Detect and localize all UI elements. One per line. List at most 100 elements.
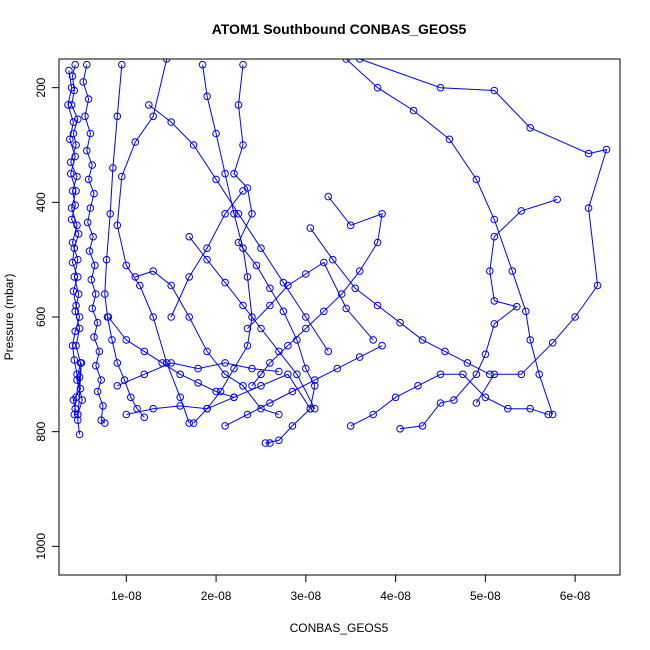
data-point: [517, 370, 526, 379]
data-point: [293, 370, 301, 379]
data-point: [185, 313, 193, 321]
data-point: [266, 439, 274, 447]
series-line-5: [193, 64, 253, 424]
plot-area: [64, 59, 611, 447]
data-point: [275, 410, 283, 419]
y-tick-label: 1000: [34, 533, 48, 560]
data-point: [535, 370, 544, 379]
series-line-17: [108, 316, 235, 398]
data-point: [212, 175, 220, 184]
data-point: [239, 60, 247, 69]
data-point: [136, 281, 144, 290]
data-point: [78, 396, 87, 404]
series-line-1: [82, 64, 106, 424]
data-point: [84, 95, 93, 103]
data-point: [203, 347, 211, 356]
series-line-7: [345, 59, 554, 415]
x-tick-label: 6e-08: [560, 589, 591, 603]
data-point: [176, 393, 184, 402]
data-point: [355, 59, 364, 63]
data-point: [243, 341, 252, 350]
data-point: [517, 207, 526, 215]
data-point: [70, 356, 79, 364]
data-point: [418, 422, 427, 430]
series-line-19: [126, 373, 311, 415]
data-point: [221, 370, 229, 379]
series-line-8: [359, 59, 608, 404]
data-point: [69, 118, 78, 126]
data-point: [88, 304, 96, 313]
data-point: [261, 439, 270, 447]
data-point: [346, 221, 355, 230]
data-point: [239, 187, 247, 195]
data-point: [324, 192, 333, 201]
data-point: [65, 66, 73, 75]
series-line-15: [188, 236, 316, 409]
x-tick-label: 3e-08: [290, 589, 321, 603]
data-point: [113, 359, 122, 367]
chart-title: ATOM1 Southbound CONBAS_GEOS5: [212, 21, 467, 37]
data-point: [306, 404, 315, 413]
data-point: [145, 101, 153, 109]
data-point: [257, 382, 265, 390]
data-point: [79, 78, 87, 86]
data-point: [490, 215, 499, 224]
data-point: [76, 359, 85, 367]
y-axis: 200 400 600 800 1000: [34, 77, 59, 560]
data-point: [490, 370, 499, 379]
series-line-21: [247, 261, 374, 341]
data-point: [302, 324, 310, 333]
data-point: [252, 261, 261, 270]
data-point: [337, 290, 346, 298]
data-point: [257, 324, 265, 333]
data-point: [486, 267, 494, 275]
data-point: [67, 204, 76, 212]
data-point: [64, 101, 72, 109]
data-point: [239, 382, 247, 390]
data-point: [311, 404, 319, 413]
data-point: [167, 313, 175, 321]
data-point: [369, 336, 378, 344]
data-point: [351, 284, 360, 293]
data-point: [83, 60, 91, 69]
data-point: [104, 313, 113, 321]
data-point: [71, 307, 79, 316]
data-point: [167, 359, 175, 367]
series-line-12: [148, 104, 329, 352]
data-point: [279, 307, 288, 316]
data-point: [342, 304, 351, 313]
data-point: [99, 402, 107, 410]
data-point: [481, 393, 490, 402]
data-point: [257, 244, 265, 252]
data-point: [93, 387, 102, 396]
data-point: [140, 370, 149, 379]
data-point: [167, 118, 175, 126]
data-point: [176, 402, 184, 410]
data-point: [329, 255, 337, 264]
data-point: [203, 404, 211, 413]
data-point: [203, 92, 211, 101]
data-point: [306, 224, 315, 232]
data-point: [84, 175, 93, 184]
data-point: [74, 290, 83, 298]
data-point: [185, 419, 193, 427]
data-point: [131, 138, 140, 146]
data-point: [584, 204, 593, 212]
data-point: [67, 83, 76, 92]
plot-frame: [58, 58, 621, 576]
data-point: [149, 404, 157, 413]
series-line-3: [104, 64, 145, 418]
data-point: [243, 273, 252, 281]
data-point: [87, 275, 96, 284]
data-point: [544, 410, 553, 419]
data-point: [571, 313, 579, 321]
data-point: [120, 376, 129, 384]
data-point: [90, 333, 98, 341]
data-point: [149, 112, 157, 121]
data-point: [230, 364, 238, 373]
data-point: [234, 210, 243, 218]
data-point: [355, 353, 364, 361]
y-tick-label: 200: [34, 77, 48, 97]
x-axis: 1e-08 2e-08 3e-08 4e-08 5e-08 6e-08: [111, 575, 591, 603]
y-tick-label: 400: [34, 192, 48, 212]
